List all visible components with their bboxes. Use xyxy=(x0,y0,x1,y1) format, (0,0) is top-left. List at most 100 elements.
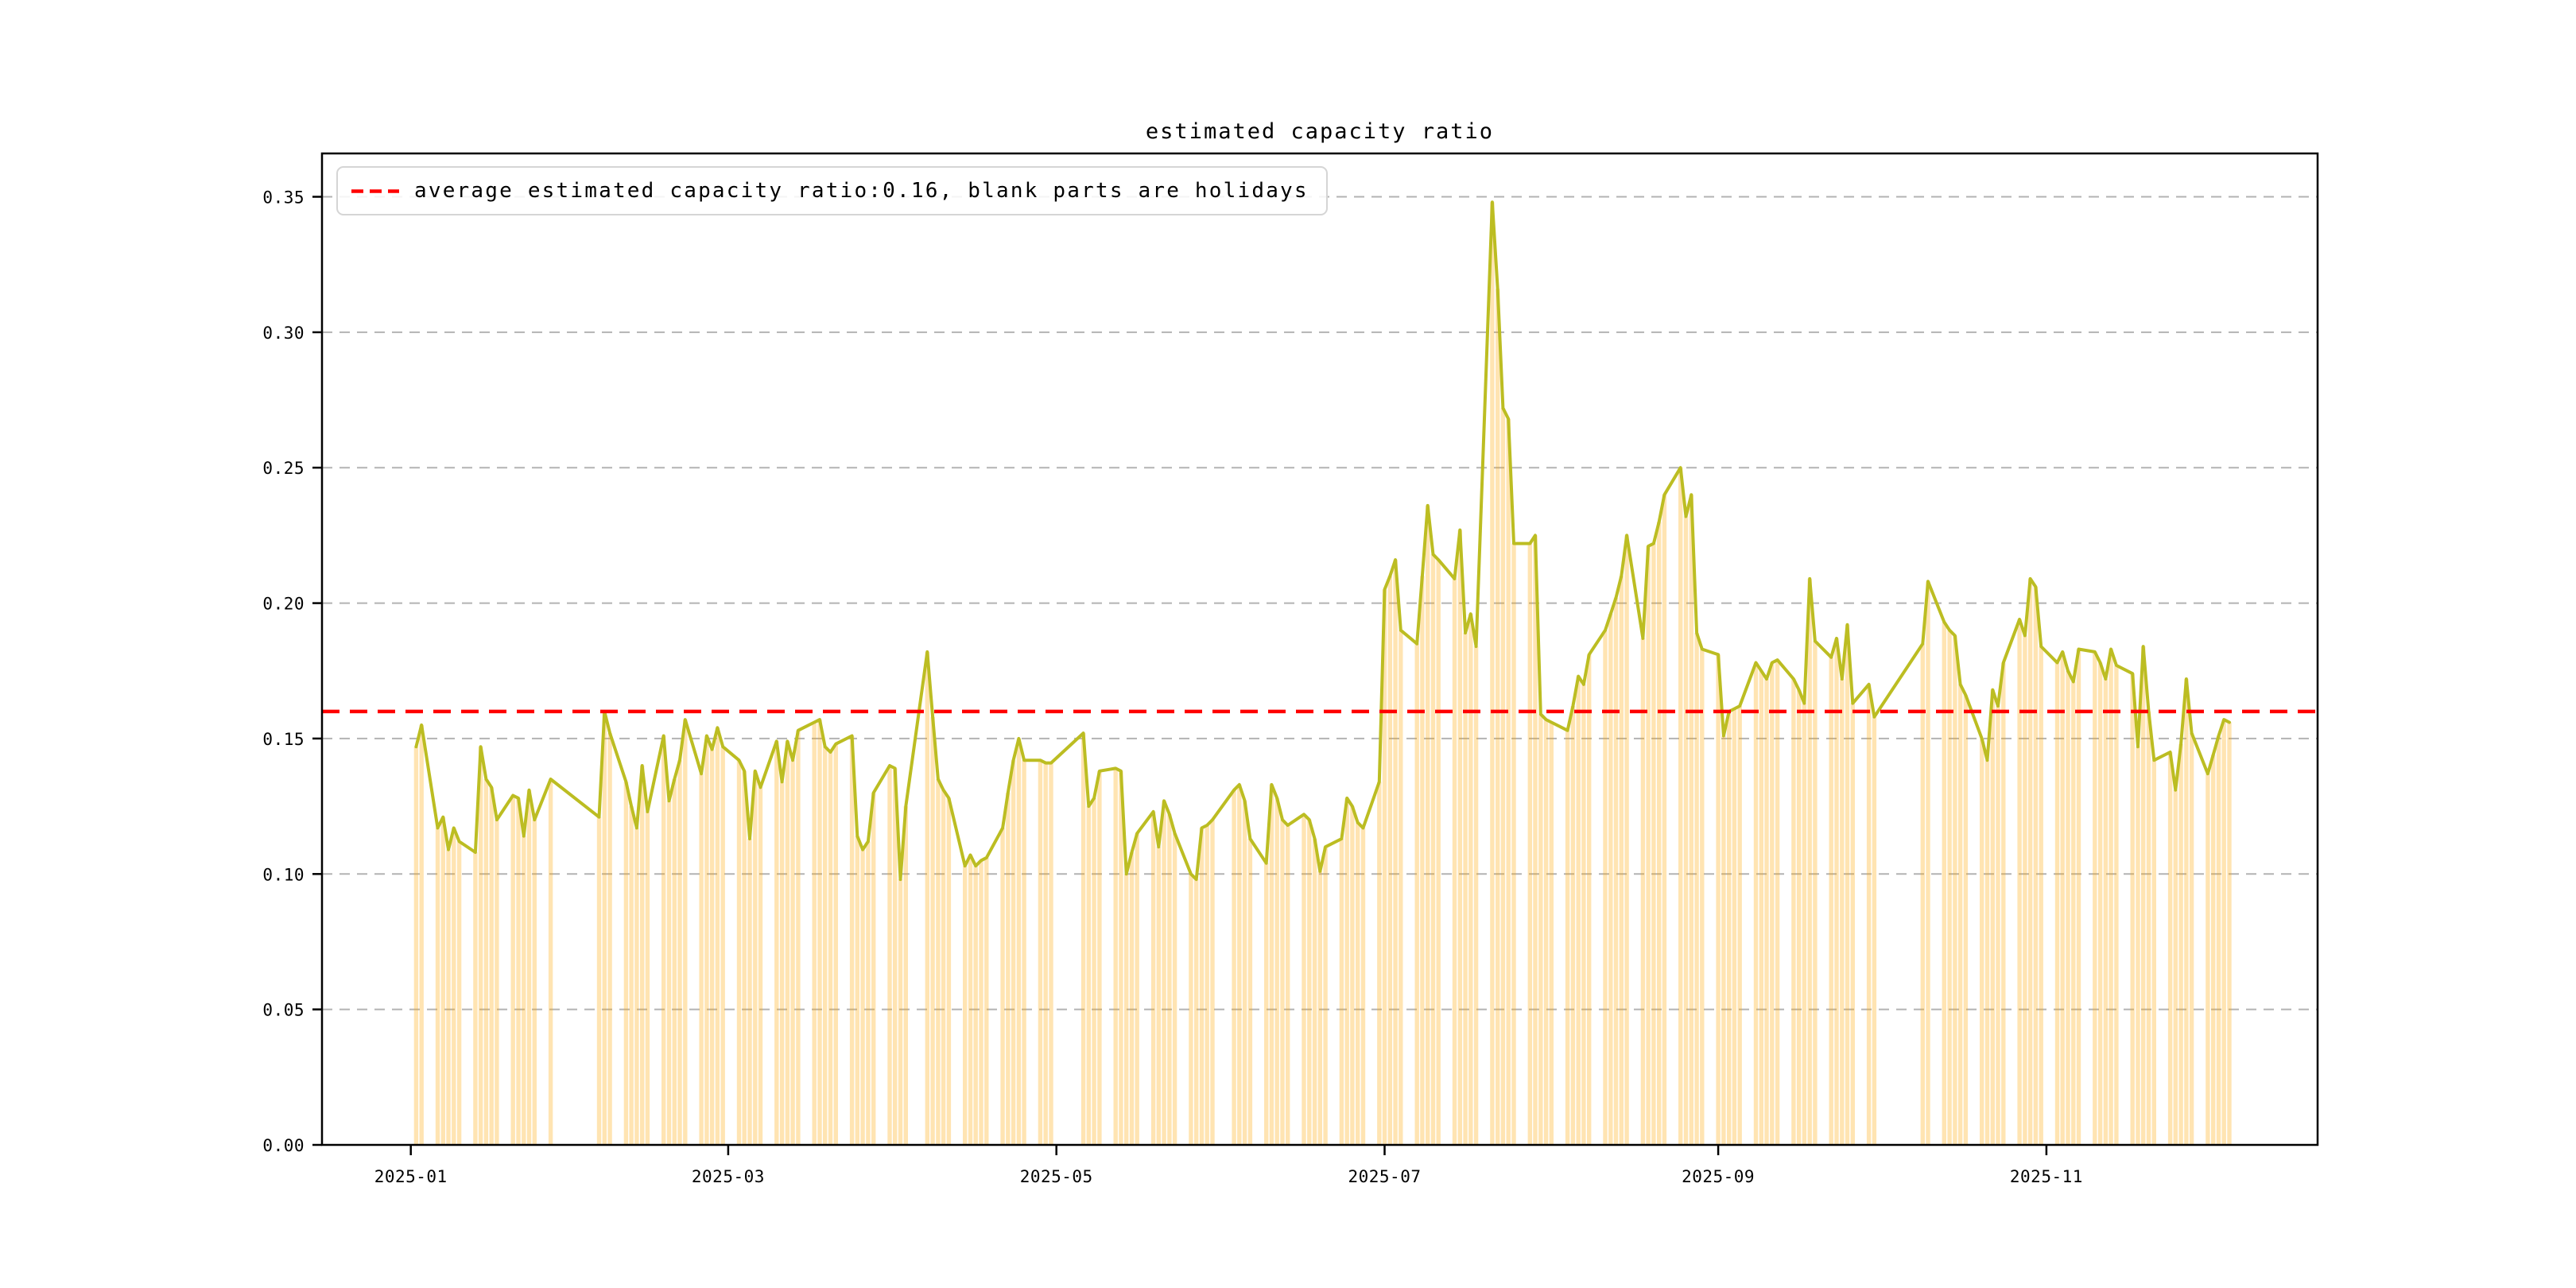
day-bar xyxy=(2130,673,2135,1145)
day-bar xyxy=(1237,784,1242,1145)
day-bar xyxy=(699,774,704,1145)
day-bar xyxy=(1721,735,1726,1145)
day-bar xyxy=(1662,495,1667,1145)
day-bar xyxy=(2023,635,2027,1145)
y-tick-label: 0.15 xyxy=(262,730,305,749)
day-bar xyxy=(1286,825,1290,1145)
day-bar xyxy=(2178,743,2183,1145)
day-bar xyxy=(1570,706,1576,1145)
day-bar xyxy=(1980,738,1984,1145)
day-bar xyxy=(1124,874,1129,1145)
day-bar xyxy=(1490,202,1495,1145)
day-bar xyxy=(1872,716,1877,1145)
day-bar xyxy=(1700,649,1705,1145)
day-bar xyxy=(1947,630,1952,1145)
day-bar xyxy=(871,793,876,1145)
day-bar xyxy=(747,839,752,1145)
day-bar xyxy=(1119,770,1123,1145)
day-bar xyxy=(623,782,629,1145)
day-bar xyxy=(516,797,521,1145)
day-bar xyxy=(2103,679,2109,1145)
day-bar xyxy=(473,852,478,1145)
day-bar xyxy=(1957,684,1963,1145)
day-bar xyxy=(1242,801,1247,1145)
day-bar xyxy=(860,849,865,1145)
day-bar xyxy=(2167,752,2173,1145)
day-bar xyxy=(1850,703,1855,1145)
day-bar xyxy=(452,828,456,1145)
day-bar xyxy=(1323,847,1328,1145)
day-bar xyxy=(1829,657,1833,1145)
x-tick-label: 2025-01 xyxy=(374,1167,448,1186)
x-tick-label: 2025-07 xyxy=(1348,1167,1421,1186)
day-bar xyxy=(1543,720,1549,1145)
day-bar xyxy=(1996,706,2000,1145)
day-bar xyxy=(1317,871,1322,1145)
day-bar xyxy=(1759,670,1763,1145)
day-bar xyxy=(833,743,838,1145)
day-bar xyxy=(1737,706,1742,1145)
legend-label: average estimated capacity ratio:0.16, b… xyxy=(414,179,1309,203)
day-bar xyxy=(1764,679,1769,1145)
day-bar xyxy=(1990,689,1995,1145)
day-bar xyxy=(930,716,935,1145)
day-bar xyxy=(1420,576,1425,1145)
day-bar xyxy=(968,855,973,1145)
day-bar xyxy=(1080,733,1086,1145)
day-bar xyxy=(2184,679,2189,1145)
day-bar xyxy=(903,806,908,1145)
day-bar xyxy=(1953,635,1957,1145)
day-bar xyxy=(548,779,553,1145)
day-bar xyxy=(2017,619,2022,1145)
day-bar xyxy=(2093,651,2097,1145)
day-bar xyxy=(435,828,440,1145)
day-bar xyxy=(2066,670,2070,1145)
day-bar xyxy=(640,766,645,1145)
day-bar xyxy=(1619,576,1624,1145)
day-bar xyxy=(446,849,451,1145)
day-bar xyxy=(1302,814,1306,1145)
day-bar xyxy=(828,752,833,1145)
day-bar xyxy=(774,741,779,1145)
day-bar xyxy=(796,730,801,1145)
day-bar xyxy=(1006,793,1011,1145)
day-bar xyxy=(1565,730,1570,1145)
day-bar xyxy=(456,841,462,1145)
day-bar xyxy=(1984,760,1990,1145)
y-tick-label: 0.00 xyxy=(262,1136,305,1155)
day-bar xyxy=(1624,535,1629,1145)
day-bar xyxy=(1274,797,1279,1145)
day-bar xyxy=(742,770,747,1145)
day-bar xyxy=(2189,733,2194,1145)
day-bar xyxy=(2071,681,2076,1145)
day-bar xyxy=(1716,654,1721,1145)
y-tick-label: 0.30 xyxy=(262,324,305,343)
day-bar xyxy=(866,841,871,1145)
day-bar xyxy=(887,766,892,1145)
day-bar xyxy=(2033,587,2039,1145)
day-bar xyxy=(1866,684,1872,1145)
day-bar xyxy=(672,779,677,1145)
chart-title: estimated capacity ratio xyxy=(1145,119,1495,144)
day-bar xyxy=(1393,560,1398,1145)
day-bar xyxy=(790,760,795,1145)
day-bar xyxy=(2060,651,2065,1145)
day-bar xyxy=(495,820,499,1145)
day-bar xyxy=(2151,760,2156,1145)
day-bar xyxy=(817,720,822,1145)
day-bar xyxy=(979,860,983,1145)
day-bar xyxy=(946,797,952,1145)
day-bar xyxy=(1092,797,1096,1145)
day-bar xyxy=(2227,722,2232,1145)
day-bar xyxy=(1049,762,1053,1145)
day-bar xyxy=(1356,822,1360,1145)
day-bar xyxy=(849,735,855,1145)
day-bar xyxy=(413,747,419,1145)
day-bar xyxy=(1689,495,1693,1145)
y-tick-label: 0.10 xyxy=(262,865,305,884)
day-bar xyxy=(1150,811,1156,1145)
day-bar xyxy=(1511,543,1516,1145)
day-bar xyxy=(936,779,941,1145)
day-bar xyxy=(1640,638,1646,1145)
